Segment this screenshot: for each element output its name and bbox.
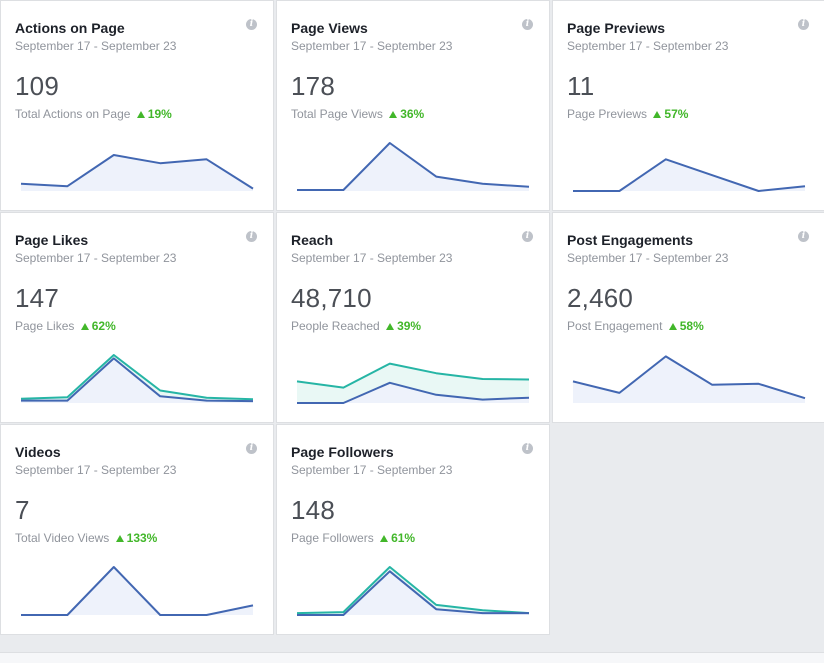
sparkline-area — [573, 159, 805, 191]
card-value: 48,710 — [291, 283, 372, 313]
change-percent: 133% — [116, 531, 158, 545]
card-sub-text: Post Engagement — [567, 319, 663, 333]
sparkline-area — [21, 358, 253, 403]
change-percent: 39% — [386, 319, 421, 333]
card-title: Page Likes — [15, 232, 89, 248]
card-sub-label: Page Likes 62% — [15, 319, 116, 333]
change-percent: 58% — [669, 319, 704, 333]
change-percent: 57% — [653, 107, 688, 121]
sparkline-primary-line — [21, 566, 254, 616]
card-sub-text: Page Followers — [291, 531, 374, 545]
card-date-range: September 17 - September 23 — [567, 251, 729, 265]
sparkline-chart — [21, 566, 254, 616]
sparkline-chart — [20, 354, 254, 403]
card-title: Actions on Page — [15, 20, 125, 36]
card-value: 11 — [567, 71, 595, 101]
info-icon[interactable]: i — [522, 443, 533, 454]
change-percent: 62% — [81, 319, 116, 333]
card-sub-text: Page Likes — [15, 319, 75, 333]
card-sub-label: Post Engagement 58% — [567, 319, 704, 333]
card-sub-label: Total Page Views 36% — [291, 107, 424, 121]
sparkline-secondary-line — [296, 566, 530, 615]
card-title: Page Previews — [567, 20, 666, 36]
card-sub-label: Total Actions on Page 19% — [15, 107, 172, 121]
card-sub-text: Total Page Views — [291, 107, 383, 121]
card-videos[interactable]: Videos September 17 - September 23 i 7 T… — [0, 424, 274, 635]
card-actions-on-page[interactable]: Actions on Page September 17 - September… — [0, 0, 274, 211]
card-page-views[interactable]: Page Views September 17 - September 23 i… — [276, 0, 550, 211]
sparkline-primary-line — [572, 355, 806, 400]
card-title: Page Views — [291, 20, 368, 36]
card-value: 109 — [15, 71, 59, 101]
sparkline-area — [573, 356, 805, 403]
change-percent: 36% — [389, 107, 424, 121]
info-icon[interactable]: i — [246, 443, 257, 454]
card-sub-text: Total Video Views — [15, 531, 110, 545]
card-value: 178 — [291, 71, 335, 101]
card-title: Reach — [291, 232, 334, 248]
card-date-range: September 17 - September 23 — [291, 39, 453, 53]
sparkline-area — [297, 571, 529, 615]
card-date-range: September 17 - September 23 — [291, 251, 453, 265]
sparkline-secondary-line — [20, 354, 254, 401]
card-date-range: September 17 - September 23 — [15, 463, 177, 477]
card-sub-text: People Reached — [291, 319, 380, 333]
sparkline-primary-line — [21, 357, 254, 403]
sparkline-primary-line — [297, 570, 529, 616]
card-sub-label: Page Followers 61% — [291, 531, 415, 545]
sparkline-area — [21, 155, 253, 191]
sparkline-chart — [572, 355, 806, 403]
card-reach[interactable]: Reach September 17 - September 23 i 48,7… — [276, 212, 550, 423]
card-title: Page Followers — [291, 444, 394, 460]
card-page-likes[interactable]: Page Likes September 17 - September 23 i… — [0, 212, 274, 423]
sparkline-secondary-line — [296, 362, 530, 389]
info-icon[interactable]: i — [522, 231, 533, 242]
bottom-divider — [0, 652, 824, 663]
card-sub-label: Total Video Views 133% — [15, 531, 157, 545]
card-value: 148 — [291, 495, 335, 525]
sparkline-primary-line — [297, 381, 530, 404]
sparkline-chart — [20, 154, 254, 191]
info-icon[interactable]: i — [246, 231, 257, 242]
change-percent: 61% — [380, 531, 415, 545]
card-page-previews[interactable]: Page Previews September 17 - September 2… — [552, 0, 824, 211]
card-date-range: September 17 - September 23 — [15, 251, 177, 265]
sparkline-chart — [297, 142, 530, 191]
sparkline-chart — [296, 362, 530, 404]
info-icon[interactable]: i — [798, 231, 809, 242]
card-date-range: September 17 - September 23 — [567, 39, 729, 53]
card-title: Videos — [15, 444, 61, 460]
card-sub-text: Page Previews — [567, 107, 648, 121]
card-page-followers[interactable]: Page Followers September 17 - September … — [276, 424, 550, 635]
sparkline-primary-line — [573, 158, 806, 192]
card-value: 7 — [15, 495, 30, 525]
card-post-engagements[interactable]: Post Engagements September 17 - Septembe… — [552, 212, 824, 423]
info-icon[interactable]: i — [522, 19, 533, 30]
sparkline-primary-line — [297, 142, 530, 191]
change-percent: 19% — [137, 107, 172, 121]
sparkline-area — [297, 382, 529, 403]
card-sub-label: Page Previews 57% — [567, 107, 688, 121]
sparkline-primary-line — [20, 154, 254, 190]
sparkline-chart — [573, 158, 806, 192]
info-icon[interactable]: i — [246, 19, 257, 30]
card-date-range: September 17 - September 23 — [15, 39, 177, 53]
card-value: 147 — [15, 283, 59, 313]
sparkline-area — [297, 363, 529, 403]
card-date-range: September 17 - September 23 — [291, 463, 453, 477]
sparkline-chart — [296, 566, 530, 616]
card-sub-label: People Reached 39% — [291, 319, 421, 333]
card-title: Post Engagements — [567, 232, 694, 248]
info-icon[interactable]: i — [798, 19, 809, 30]
card-sub-text: Total Actions on Page — [15, 107, 131, 121]
card-value: 2,460 — [567, 283, 634, 313]
